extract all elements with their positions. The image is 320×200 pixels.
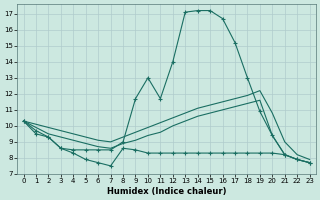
X-axis label: Humidex (Indice chaleur): Humidex (Indice chaleur): [107, 187, 226, 196]
